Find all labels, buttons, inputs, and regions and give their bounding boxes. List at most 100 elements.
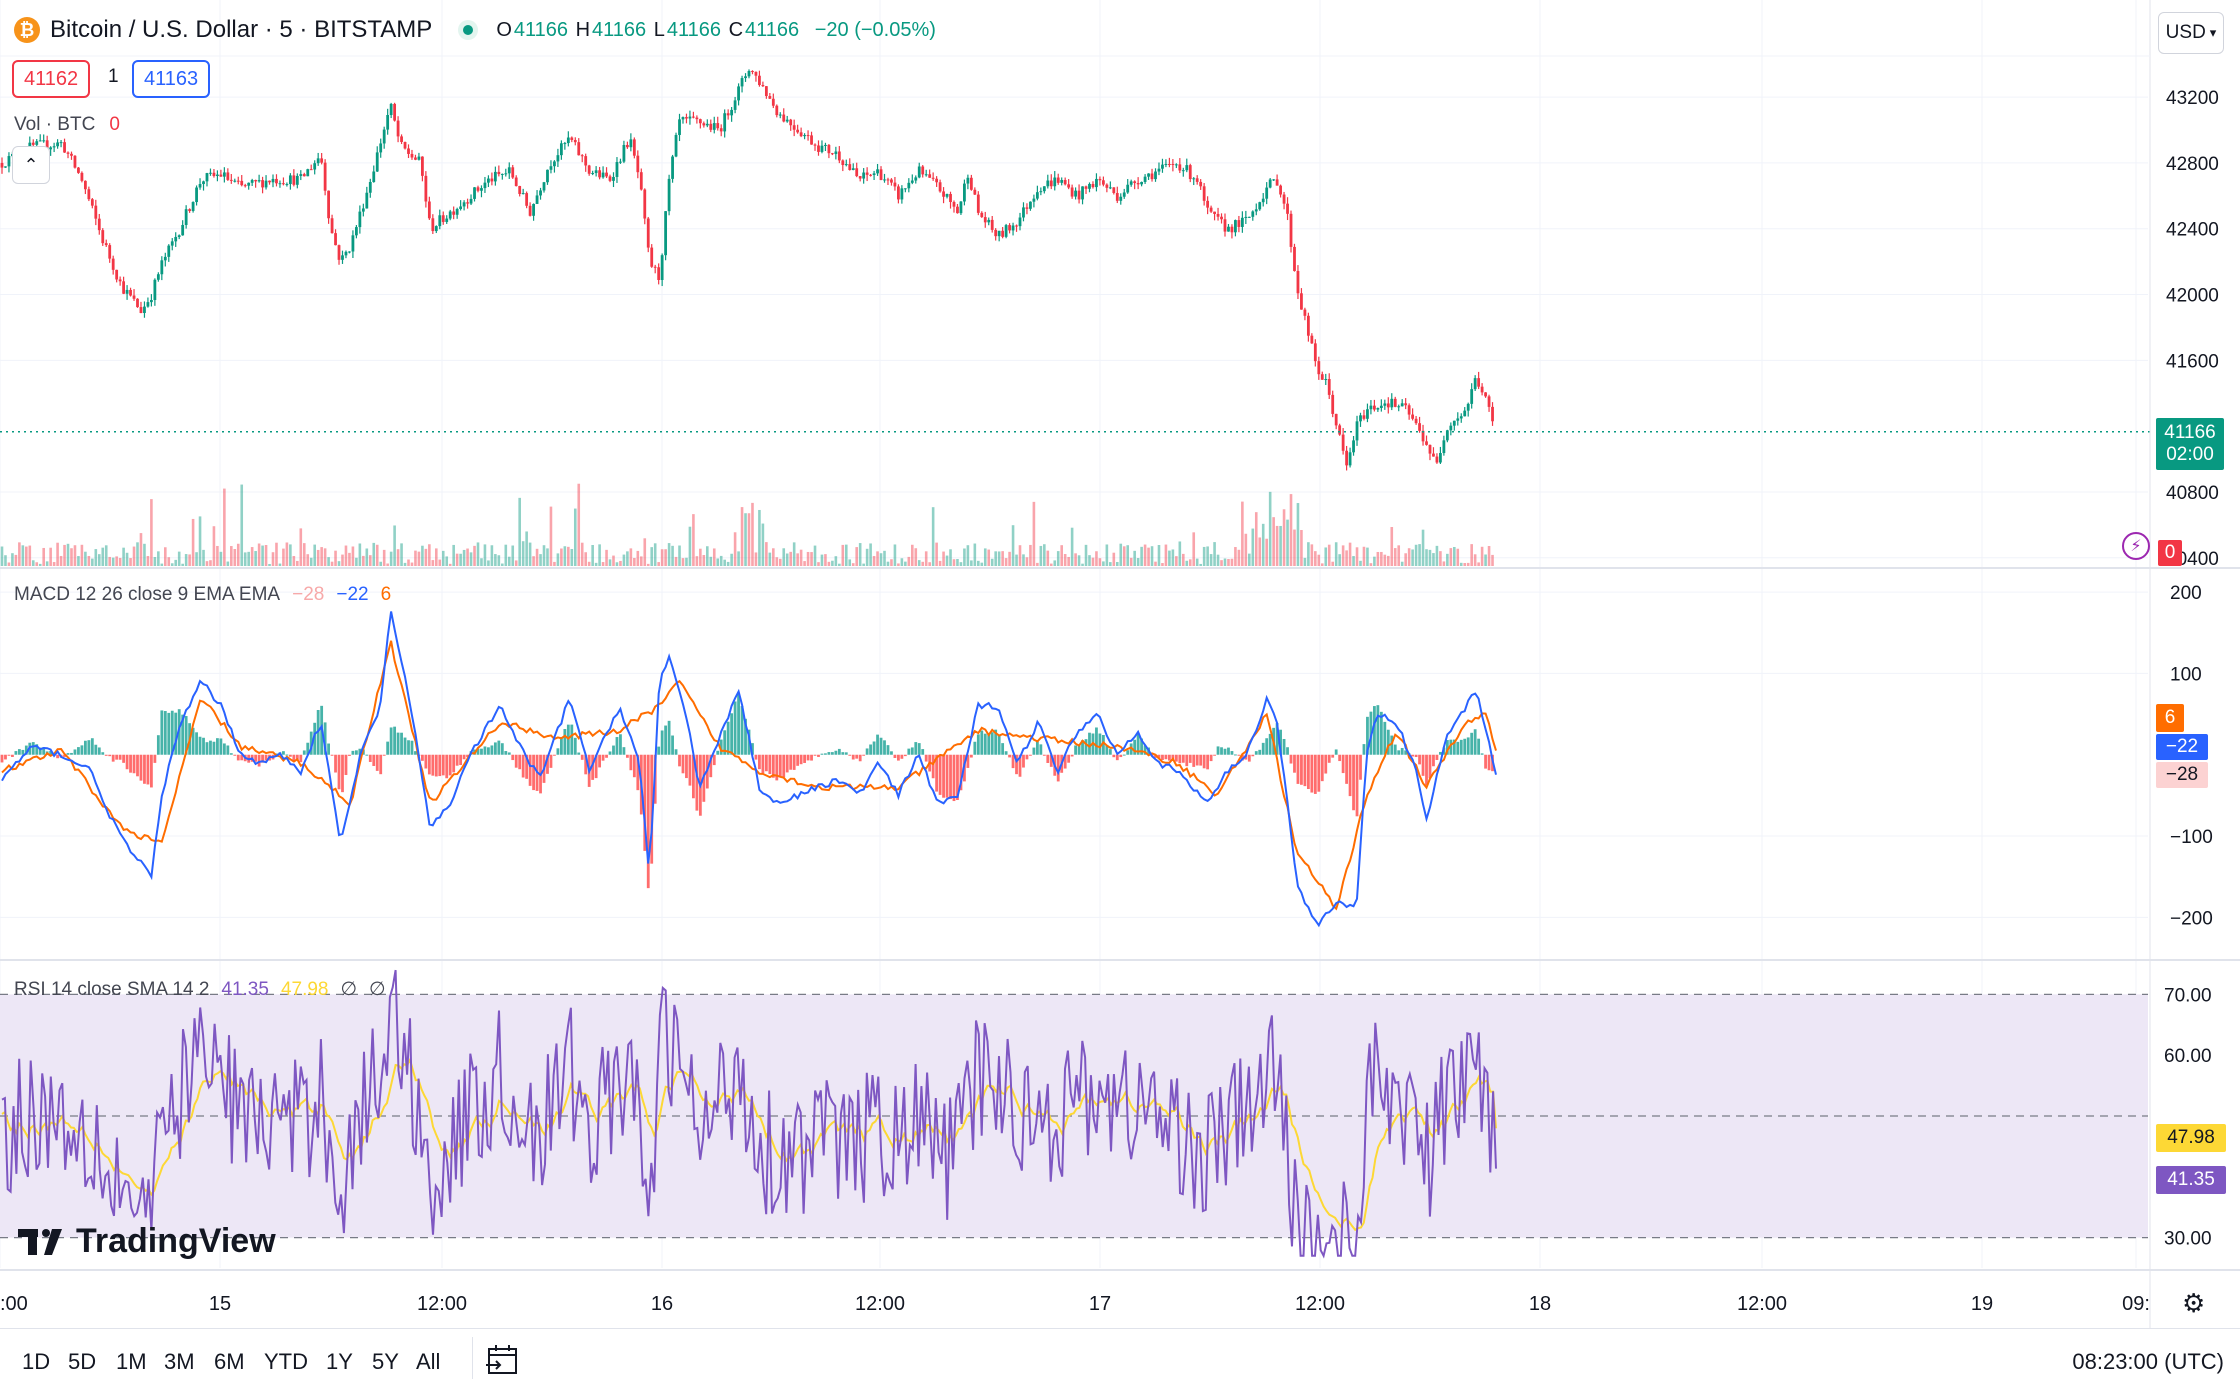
macd-histogram-bar [990, 732, 994, 755]
time-axis-label: 12:00 [1737, 1293, 1787, 1315]
candle-body [414, 157, 417, 160]
candle-body [963, 183, 966, 202]
macd-legend[interactable]: MACD 12 26 close 9 EMA EMA −28 −22 6 [14, 584, 391, 606]
macd-histogram-bar [309, 731, 313, 755]
volume-bar [848, 559, 852, 566]
volume-bar [608, 559, 612, 566]
volume-bar [282, 548, 285, 566]
macd-histogram-bar [1411, 754, 1415, 757]
pane-separators[interactable] [0, 0, 2240, 1328]
range-all-button[interactable]: All [416, 1349, 441, 1374]
range-3m-button[interactable]: 3M [164, 1349, 195, 1374]
volume-bar [674, 556, 678, 566]
candle-body [448, 211, 452, 219]
candle-body [671, 156, 674, 179]
candle-body [969, 177, 973, 190]
macd-histogram-bar [1063, 754, 1067, 769]
candle-body [63, 142, 66, 153]
volume-bar [678, 545, 681, 566]
candle-body [678, 119, 681, 135]
candlestick-series[interactable] [0, 69, 2150, 471]
macd-pane[interactable] [0, 611, 1497, 928]
candle-body [1386, 403, 1390, 408]
candle-body [361, 208, 365, 212]
volume-legend[interactable]: Vol · BTC 0 [14, 114, 120, 136]
range-1d-button[interactable]: 1D [22, 1349, 51, 1374]
macd-histogram-bar [956, 754, 959, 800]
goto-date-icon[interactable] [486, 1343, 520, 1377]
candle-body [1487, 396, 1491, 407]
candle-body [848, 164, 852, 170]
buy-button[interactable]: 41163 [132, 60, 211, 98]
macd-histogram-bar [1463, 738, 1467, 755]
volume-bar [1369, 563, 1373, 566]
range-ytd-button[interactable]: YTD [264, 1349, 308, 1374]
macd-histogram-bar [813, 754, 817, 756]
candle-body [222, 172, 226, 177]
candle-body [803, 135, 806, 137]
candle-body [327, 190, 330, 219]
macd-histogram-bar [834, 750, 838, 755]
tradingview-logo[interactable]: TradingView [18, 1222, 276, 1261]
volume-bar [1317, 554, 1321, 566]
gear-icon[interactable]: ⚙ [2182, 1288, 2206, 1318]
macd-histogram-bar [692, 754, 695, 799]
volume-bar [1025, 557, 1029, 566]
sell-button[interactable]: 41162 [12, 60, 91, 98]
currency-selector[interactable]: USD ▾ [2158, 12, 2224, 54]
macd-histogram-bar [1178, 754, 1182, 764]
macd-histogram-bar [427, 754, 431, 775]
volume-bar [1056, 551, 1060, 566]
volume-bar [1480, 546, 1484, 566]
candle-body [233, 180, 237, 182]
candle-body [1268, 179, 1272, 188]
candle-body [997, 230, 1001, 237]
high-value: 41166 [592, 18, 647, 41]
range-5d-button[interactable]: 5D [68, 1349, 97, 1374]
candle-body [70, 153, 73, 156]
candle-body [796, 129, 800, 133]
volume-bar [1254, 512, 1258, 566]
candle-body [1074, 190, 1077, 197]
candle-body [365, 192, 369, 209]
utc-clock[interactable]: 08:23:00 (UTC) [2072, 1349, 2224, 1374]
macd-histogram-bar [695, 754, 699, 811]
volume-bar [216, 545, 219, 566]
macd-histogram-bar [212, 741, 216, 755]
rsi-pane[interactable] [0, 969, 2148, 1259]
market-status-icon[interactable] [458, 20, 479, 40]
volume-bar [240, 484, 244, 566]
macd-histogram-bar [1209, 754, 1213, 762]
volume-bar [330, 561, 334, 566]
macd-histogram-bar [636, 754, 640, 791]
candle-body [1477, 378, 1481, 387]
candle-body [612, 176, 615, 181]
symbol-legend[interactable]: ₿ Bitcoin / U.S. Dollar · 5 · BITSTAMP O… [14, 16, 938, 44]
candle-body [632, 139, 636, 156]
collapse-legend-button[interactable]: ⌃ [12, 146, 50, 184]
volume-bar [594, 562, 598, 566]
rsi-legend[interactable]: RSI 14 close SMA 14 2 41.35 47.98 ∅ ∅ [14, 978, 386, 1001]
volume-bar [1192, 532, 1196, 566]
range-5y-button[interactable]: 5Y [372, 1349, 399, 1374]
range-1y-button[interactable]: 1Y [326, 1349, 353, 1374]
macd-histogram-bar [1174, 754, 1178, 762]
candle-body [1289, 213, 1293, 247]
volume-bar [250, 547, 254, 566]
volume-bar [1286, 519, 1289, 566]
candle-body [125, 289, 129, 294]
macd-histogram-bar [156, 735, 160, 755]
symbol-title[interactable]: Bitcoin / U.S. Dollar · 5 · BITSTAMP [50, 16, 433, 43]
range-1m-button[interactable]: 1M [116, 1349, 147, 1374]
macd-histogram-bar [657, 746, 661, 755]
lightning-icon[interactable]: ⚡ [2122, 532, 2150, 560]
range-6m-button[interactable]: 6M [214, 1349, 245, 1374]
candle-body [1327, 379, 1331, 395]
candle-body [549, 166, 553, 170]
volume-bar [723, 559, 726, 566]
candle-body [1129, 181, 1133, 185]
macd-histogram-bar [483, 746, 487, 755]
chevron-up-icon: ⌃ [23, 154, 39, 175]
candle-body [1466, 403, 1470, 411]
